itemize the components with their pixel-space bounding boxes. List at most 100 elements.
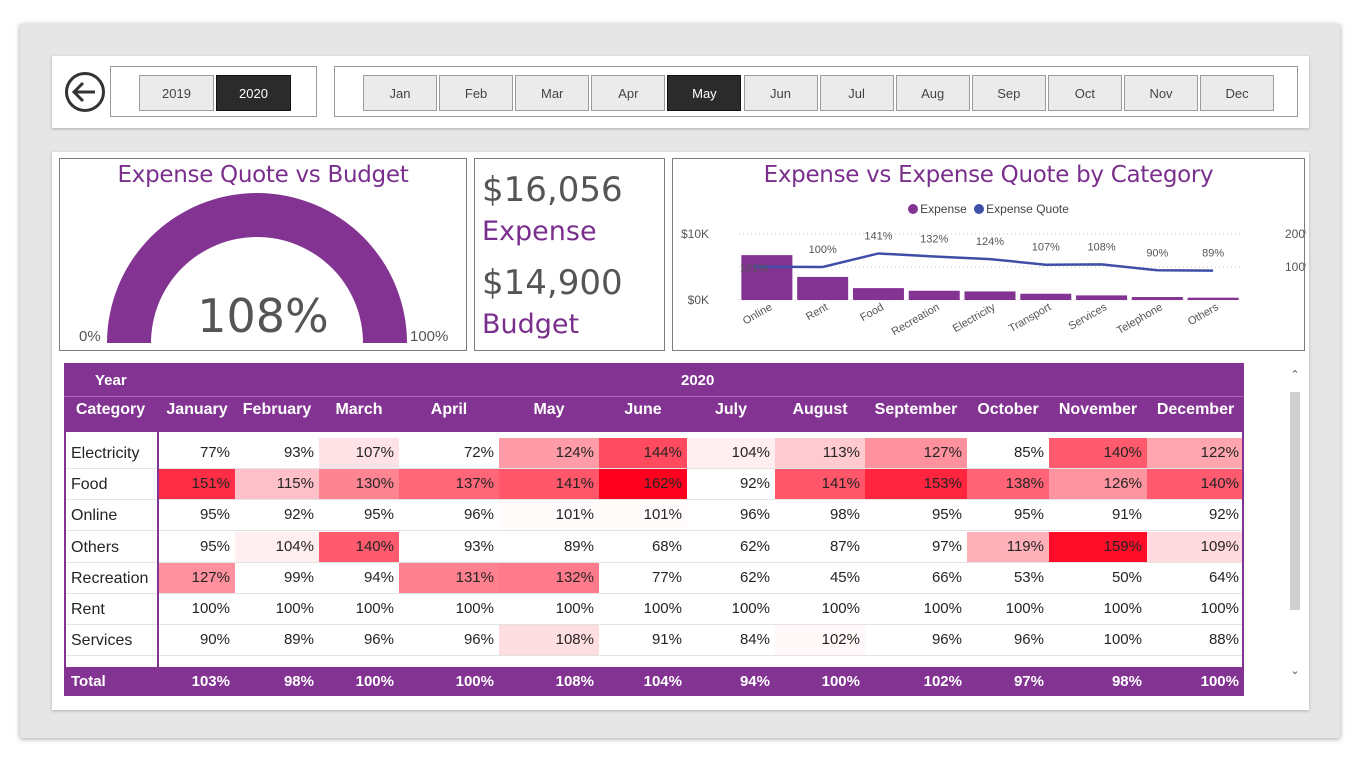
table-cell: 126% bbox=[1049, 469, 1147, 500]
table-cell: 93% bbox=[235, 438, 319, 468]
bar-services bbox=[1076, 295, 1128, 300]
legend-quote-dot bbox=[974, 204, 985, 214]
month-button-sep[interactable]: Sep bbox=[971, 75, 1046, 111]
column-header-april[interactable]: April bbox=[430, 401, 468, 418]
legend-expense-label: Expense bbox=[920, 202, 967, 216]
year-slicer: 2019 2020 bbox=[110, 66, 317, 117]
legend-expense-dot bbox=[908, 204, 919, 214]
table-row: Online 95% 92% 95% 96% 101% 101% 96% 98% 95% 95% 91… bbox=[64, 500, 1244, 532]
table-cell: 100% bbox=[319, 594, 399, 624]
x-tick-telephone: Telephone bbox=[1115, 301, 1165, 337]
month-button-feb[interactable]: Feb bbox=[439, 75, 514, 111]
table-cell: 141% bbox=[499, 469, 599, 500]
bar-electricity bbox=[964, 291, 1016, 300]
table-cell: 84% bbox=[687, 625, 775, 656]
table-row: Recreation 127% 99% 94% 131% 132% 77% 62% 45% 66%… bbox=[64, 562, 1244, 594]
column-header-september[interactable]: September bbox=[874, 401, 958, 418]
month-button-may[interactable]: May bbox=[667, 75, 742, 111]
table-cell: 100% bbox=[865, 594, 967, 624]
scroll-thumb[interactable] bbox=[1290, 392, 1300, 610]
total-cell-may: 108% bbox=[555, 673, 594, 690]
legend-expense[interactable]: Expense bbox=[908, 202, 967, 216]
month-button-aug[interactable]: Aug bbox=[895, 75, 970, 111]
x-tick-electricity: Electricity bbox=[951, 301, 998, 335]
column-header-november[interactable]: November bbox=[1058, 401, 1138, 418]
table-cell: 101% bbox=[499, 500, 599, 531]
year-button-2019[interactable]: 2019 bbox=[139, 75, 214, 111]
column-header-october[interactable]: October bbox=[977, 401, 1039, 418]
gauge-max-label: 100% bbox=[410, 328, 449, 345]
gauge-min-label: 0% bbox=[79, 328, 101, 345]
table-cell: 77% bbox=[599, 562, 687, 593]
month-button-jul[interactable]: Jul bbox=[819, 75, 894, 111]
table-cell: 53% bbox=[967, 562, 1049, 593]
table-cell: 96% bbox=[319, 625, 399, 656]
total-cell-november: 98% bbox=[1111, 673, 1142, 690]
column-header-may[interactable]: May bbox=[533, 401, 565, 418]
month-button-oct[interactable]: Oct bbox=[1047, 75, 1122, 111]
month-button-jun[interactable]: Jun bbox=[743, 75, 818, 111]
scroll-up-icon[interactable]: ⌃ bbox=[1290, 369, 1300, 381]
category-chart-card: Expense vs Expense Quote by Category Exp… bbox=[672, 158, 1306, 351]
table-cell: 113% bbox=[775, 438, 865, 468]
data-label-transport: 107% bbox=[1032, 242, 1060, 254]
month-button-dec[interactable]: Dec bbox=[1200, 75, 1275, 111]
table-cell: 92% bbox=[1147, 500, 1244, 531]
column-header-december[interactable]: December bbox=[1156, 401, 1235, 418]
total-cell-june: 104% bbox=[643, 673, 682, 690]
y-left-tick-1: $10K bbox=[681, 227, 709, 241]
data-label-food: 141% bbox=[864, 230, 892, 242]
table-cell: 77% bbox=[159, 438, 235, 468]
back-arrow-icon[interactable] bbox=[64, 71, 106, 113]
category-header[interactable]: Category bbox=[75, 401, 146, 418]
table-cell: 122% bbox=[1147, 438, 1244, 468]
y-left-tick-0: $0K bbox=[688, 293, 709, 307]
month-button-apr[interactable]: Apr bbox=[591, 75, 666, 111]
data-label-rent: 100% bbox=[809, 244, 837, 256]
table-cell: 45% bbox=[775, 562, 865, 593]
year-button-2020[interactable]: 2020 bbox=[216, 75, 291, 111]
table-cell: 100% bbox=[235, 594, 319, 624]
month-button-nov[interactable]: Nov bbox=[1124, 75, 1198, 111]
month-button-mar[interactable]: Mar bbox=[515, 75, 590, 111]
gauge-card: Expense Quote vs Budget 108% 0% 100% bbox=[59, 158, 467, 351]
column-header-august[interactable]: August bbox=[792, 401, 848, 418]
table-cell: 153% bbox=[865, 469, 967, 500]
table-cell: 95% bbox=[319, 500, 399, 531]
legend-expense-quote[interactable]: Expense Quote bbox=[974, 202, 1069, 216]
scroll-down-icon[interactable]: ⌄ bbox=[1290, 665, 1300, 677]
table-cell: 97% bbox=[865, 531, 967, 562]
table-cell: 104% bbox=[235, 531, 319, 562]
table-cell: 91% bbox=[599, 625, 687, 656]
table-cell: 140% bbox=[1147, 469, 1244, 500]
table-cell: 96% bbox=[399, 500, 499, 531]
table-cell: 100% bbox=[399, 594, 499, 624]
data-label-online: 101% bbox=[740, 263, 768, 275]
gauge-arc bbox=[107, 193, 407, 343]
expense-matrix: Year 2020 Category January February March A… bbox=[64, 363, 1244, 696]
month-button-jan[interactable]: Jan bbox=[363, 75, 437, 111]
table-cell: 62% bbox=[687, 531, 775, 562]
table-cell: 127% bbox=[159, 562, 235, 593]
data-label-telephone: 90% bbox=[1146, 247, 1168, 259]
column-header-february[interactable]: February bbox=[242, 401, 312, 418]
table-cell: 92% bbox=[687, 469, 775, 500]
y-right-tick-0: 100% bbox=[1285, 260, 1306, 274]
table-cell: 159% bbox=[1049, 531, 1147, 562]
table-row: Rent 100% 100% 100% 100% 100% 100% 100% 100% 100%… bbox=[64, 594, 1244, 625]
matrix-left-border bbox=[64, 432, 66, 667]
x-tick-online: Online bbox=[741, 301, 775, 327]
row-label-online: Online bbox=[71, 507, 118, 525]
column-header-june[interactable]: June bbox=[624, 401, 662, 418]
x-tick-others: Others bbox=[1186, 301, 1221, 328]
matrix-scrollbar[interactable]: ⌃ ⌄ bbox=[1288, 368, 1302, 688]
table-cell: 100% bbox=[1049, 625, 1147, 656]
data-label-services: 108% bbox=[1087, 241, 1115, 253]
table-cell: 162% bbox=[599, 469, 687, 500]
table-cell: 96% bbox=[687, 500, 775, 531]
table-cell: 62% bbox=[687, 562, 775, 593]
column-header-march[interactable]: March bbox=[335, 401, 383, 418]
column-header-july[interactable]: July bbox=[714, 401, 747, 418]
table-cell: 119% bbox=[967, 531, 1049, 562]
column-header-january[interactable]: January bbox=[166, 401, 228, 418]
